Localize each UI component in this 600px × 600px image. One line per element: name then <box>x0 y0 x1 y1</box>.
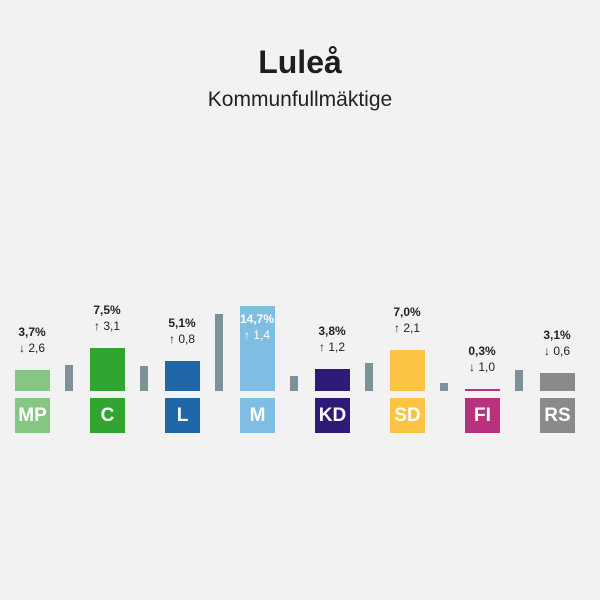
result-bar-mp <box>15 369 50 391</box>
change-label-fi: ↓ 1,0 <box>468 360 495 374</box>
party-label-c: C <box>90 398 125 433</box>
value-label-m: 14,7% <box>239 311 275 326</box>
change-label-m: ↑ 1,4 <box>243 327 270 342</box>
result-bar-l <box>165 361 200 391</box>
value-label-fi: 0,3% <box>468 344 496 358</box>
change-label-kd: ↑ 1,2 <box>318 339 345 354</box>
previous-bar-c <box>65 365 73 391</box>
value-label-sd: 7,0% <box>393 305 421 320</box>
value-label-l: 5,1% <box>168 316 196 331</box>
value-label-kd: 3,8% <box>318 323 346 338</box>
chart-subtitle: Kommunfullmäktige <box>207 88 393 111</box>
previous-bar-m <box>215 313 223 391</box>
result-bar-sd <box>390 350 425 391</box>
previous-bar-rs <box>515 369 523 391</box>
party-label-mp: MP <box>15 398 50 433</box>
previous-bar-sd <box>365 362 373 391</box>
party-label-fi: FI <box>465 398 500 433</box>
value-label-rs: 3,1% <box>543 328 571 343</box>
previous-bar-fi <box>440 383 448 391</box>
result-bar-m <box>240 305 275 391</box>
previous-bar-l <box>140 366 148 391</box>
party-label-rs: RS <box>540 398 575 433</box>
result-bar-c <box>90 347 125 391</box>
change-label-l: ↑ 0,8 <box>168 332 195 347</box>
value-label-mp: 3,7% <box>18 324 46 339</box>
result-bar-kd <box>315 368 350 391</box>
change-label-mp: ↓ 2,6 <box>18 340 45 355</box>
party-label-m: M <box>240 398 275 433</box>
chart-title: Luleå <box>258 44 342 80</box>
result-bar-rs <box>540 373 575 391</box>
party-label-l: L <box>165 398 200 433</box>
party-label-sd: SD <box>390 398 425 433</box>
previous-bar-kd <box>290 375 298 391</box>
change-label-sd: ↑ 2,1 <box>393 321 420 336</box>
change-label-rs: ↓ 0,6 <box>543 344 570 359</box>
change-label-c: ↑ 3,1 <box>93 318 120 333</box>
party-label-kd: KD <box>315 398 350 433</box>
value-label-c: 7,5% <box>93 302 121 317</box>
result-bar-fi <box>465 389 500 391</box>
